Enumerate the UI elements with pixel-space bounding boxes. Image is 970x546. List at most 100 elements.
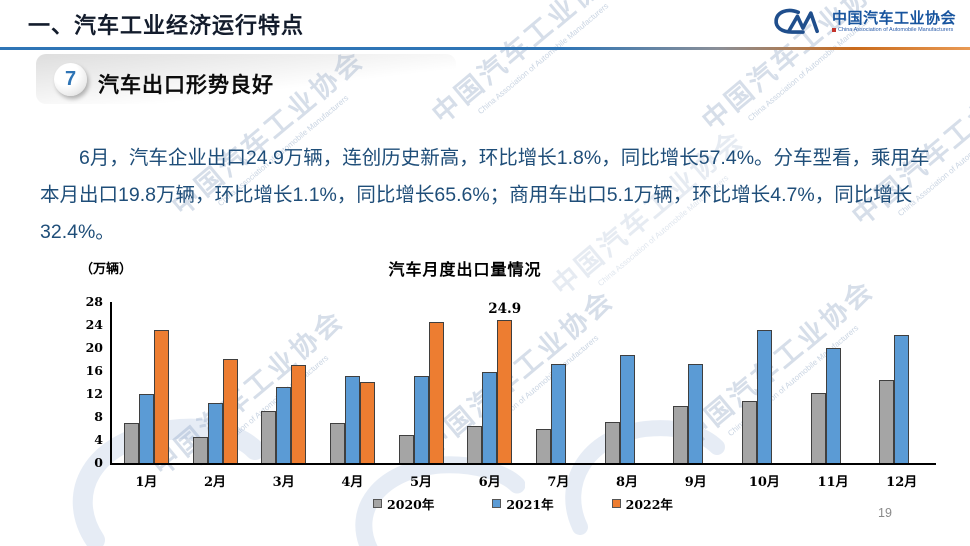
x-label-11月: 11月 bbox=[817, 475, 849, 490]
bar-group-2月: 2月 bbox=[181, 302, 250, 490]
bar-2020年-8月 bbox=[604, 422, 620, 463]
bar-slot bbox=[291, 302, 307, 463]
legend-item-2021年: 2021年 bbox=[492, 494, 554, 513]
bar-slot bbox=[329, 302, 345, 463]
bar-slot bbox=[756, 302, 772, 463]
bar-slot bbox=[673, 302, 689, 463]
legend-swatch bbox=[492, 499, 502, 508]
plot-area: 0 4 8 12 16 20 24 28 1月 2月 3月 4月 5月 24.9 6月 7月 8月 9月 10月 11… bbox=[86, 295, 936, 490]
bar-2021年-12月 bbox=[894, 334, 910, 463]
bar-slot bbox=[413, 302, 429, 463]
x-label-1月: 1月 bbox=[135, 475, 158, 490]
bar-slot bbox=[482, 302, 498, 463]
bar-2021年-3月 bbox=[276, 387, 292, 463]
section-heading: 汽车出口形势良好 bbox=[98, 74, 274, 97]
bar-2021年-11月 bbox=[825, 348, 841, 463]
legend-swatch bbox=[373, 499, 383, 508]
bar-2022年-4月 bbox=[359, 381, 375, 463]
bar-group-1月: 1月 bbox=[112, 302, 181, 490]
bar-slot bbox=[741, 302, 757, 463]
bar-group-10月: 10月 bbox=[730, 302, 799, 490]
bar-2021年-7月 bbox=[550, 363, 566, 463]
section-number-badge: 7 bbox=[54, 63, 87, 96]
bar-slot bbox=[909, 302, 924, 463]
bar-group-9月: 9月 bbox=[661, 302, 730, 490]
bar-2021年-1月 bbox=[138, 394, 154, 463]
chart-legend: 2020年 2021年 2022年 bbox=[110, 494, 936, 513]
bar-slot bbox=[619, 302, 635, 463]
y-tick-24: 24 bbox=[85, 316, 103, 332]
bar-2020年-3月 bbox=[261, 411, 277, 463]
legend-label: 2021年 bbox=[506, 497, 554, 512]
bar-slot bbox=[153, 302, 169, 463]
bar-2020年-5月 bbox=[398, 434, 414, 463]
bar-2020年-12月 bbox=[879, 380, 895, 463]
y-tick-16: 16 bbox=[85, 362, 103, 378]
x-label-10月: 10月 bbox=[748, 475, 780, 490]
bar-slot bbox=[566, 302, 581, 463]
y-tick-0: 0 bbox=[94, 454, 103, 470]
x-label-5月: 5月 bbox=[410, 475, 433, 490]
bar-2020年-7月 bbox=[535, 428, 551, 463]
bar-slot bbox=[879, 302, 895, 463]
bar-slot bbox=[604, 302, 620, 463]
bar-2021年-10月 bbox=[756, 329, 772, 463]
data-label: 24.9 bbox=[488, 300, 522, 317]
bar-2022年-3月 bbox=[291, 365, 307, 463]
y-tick-4: 4 bbox=[94, 431, 103, 447]
bar-slot bbox=[192, 302, 208, 463]
bar-2022年-6月: 24.9 bbox=[488, 301, 521, 463]
caam-logo-en: China Association of Automobile Manufact… bbox=[837, 26, 954, 33]
caam-logo-text: 中国汽车工业协会 China Association of Automobile… bbox=[831, 9, 956, 33]
bar-2021年-9月 bbox=[688, 364, 704, 463]
page-number: 19 bbox=[878, 506, 892, 520]
bar-2022年-2月 bbox=[222, 358, 238, 463]
bar-slot bbox=[138, 302, 154, 463]
export-bar-chart: （万辆） 汽车月度出口量情况 0 4 8 12 16 20 24 28 1月 2月 3月 4月 5月 24… bbox=[68, 254, 942, 530]
legend-item-2022年: 2022年 bbox=[611, 494, 673, 513]
caam-logo-cn: 中国汽车工业协会 bbox=[831, 9, 956, 27]
bar-group-3月: 3月 bbox=[249, 302, 318, 490]
bar-group-12月: 12月 bbox=[867, 302, 936, 490]
bar-slot bbox=[207, 302, 223, 463]
x-label-9月: 9月 bbox=[684, 475, 707, 490]
x-label-2月: 2月 bbox=[203, 475, 227, 490]
bar-group-7月: 7月 bbox=[524, 302, 593, 490]
bar-2021年-2月 bbox=[207, 402, 223, 463]
header-divider bbox=[0, 47, 970, 50]
bar-slot bbox=[222, 302, 238, 463]
bar-slot bbox=[276, 302, 292, 463]
bar-slot bbox=[535, 302, 551, 463]
bar-2020年-11月 bbox=[810, 392, 826, 463]
bar-slot bbox=[550, 302, 566, 463]
bar-slot bbox=[261, 302, 277, 463]
bar-2021年-6月 bbox=[482, 372, 498, 463]
caam-logo: 中国汽车工业协会 China Association of Automobile… bbox=[773, 6, 956, 36]
bar-slot bbox=[772, 302, 787, 463]
logo-red-mark bbox=[831, 27, 836, 32]
bar-slot bbox=[894, 302, 910, 463]
bar-2020年-4月 bbox=[329, 422, 345, 463]
bar-slot bbox=[688, 302, 704, 463]
bar-slot bbox=[398, 302, 414, 463]
bar-slot bbox=[123, 302, 139, 463]
heading-background-band bbox=[36, 54, 456, 104]
y-tick-8: 8 bbox=[94, 408, 103, 424]
bar-slot bbox=[344, 302, 360, 463]
bar-groups: 1月 2月 3月 4月 5月 24.9 6月 7月 8月 9月 10月 11月 12月 bbox=[112, 301, 936, 490]
bar-slot: 24.9 bbox=[488, 301, 521, 463]
bar-2020年-6月 bbox=[467, 425, 483, 463]
x-label-4月: 4月 bbox=[341, 475, 364, 490]
y-tick-12: 12 bbox=[85, 385, 103, 401]
bar-2022年-5月 bbox=[428, 321, 444, 463]
x-label-3月: 3月 bbox=[272, 475, 295, 490]
bar-2020年-9月 bbox=[673, 406, 689, 463]
page-title: 一、汽车工业经济运行特点 bbox=[28, 13, 305, 38]
x-label-7月: 7月 bbox=[547, 475, 570, 490]
bar-slot bbox=[467, 302, 483, 463]
x-label-12月: 12月 bbox=[886, 475, 918, 490]
y-tick-28: 28 bbox=[85, 293, 103, 309]
x-label-8月: 8月 bbox=[616, 475, 639, 490]
y-tick-20: 20 bbox=[85, 339, 103, 355]
